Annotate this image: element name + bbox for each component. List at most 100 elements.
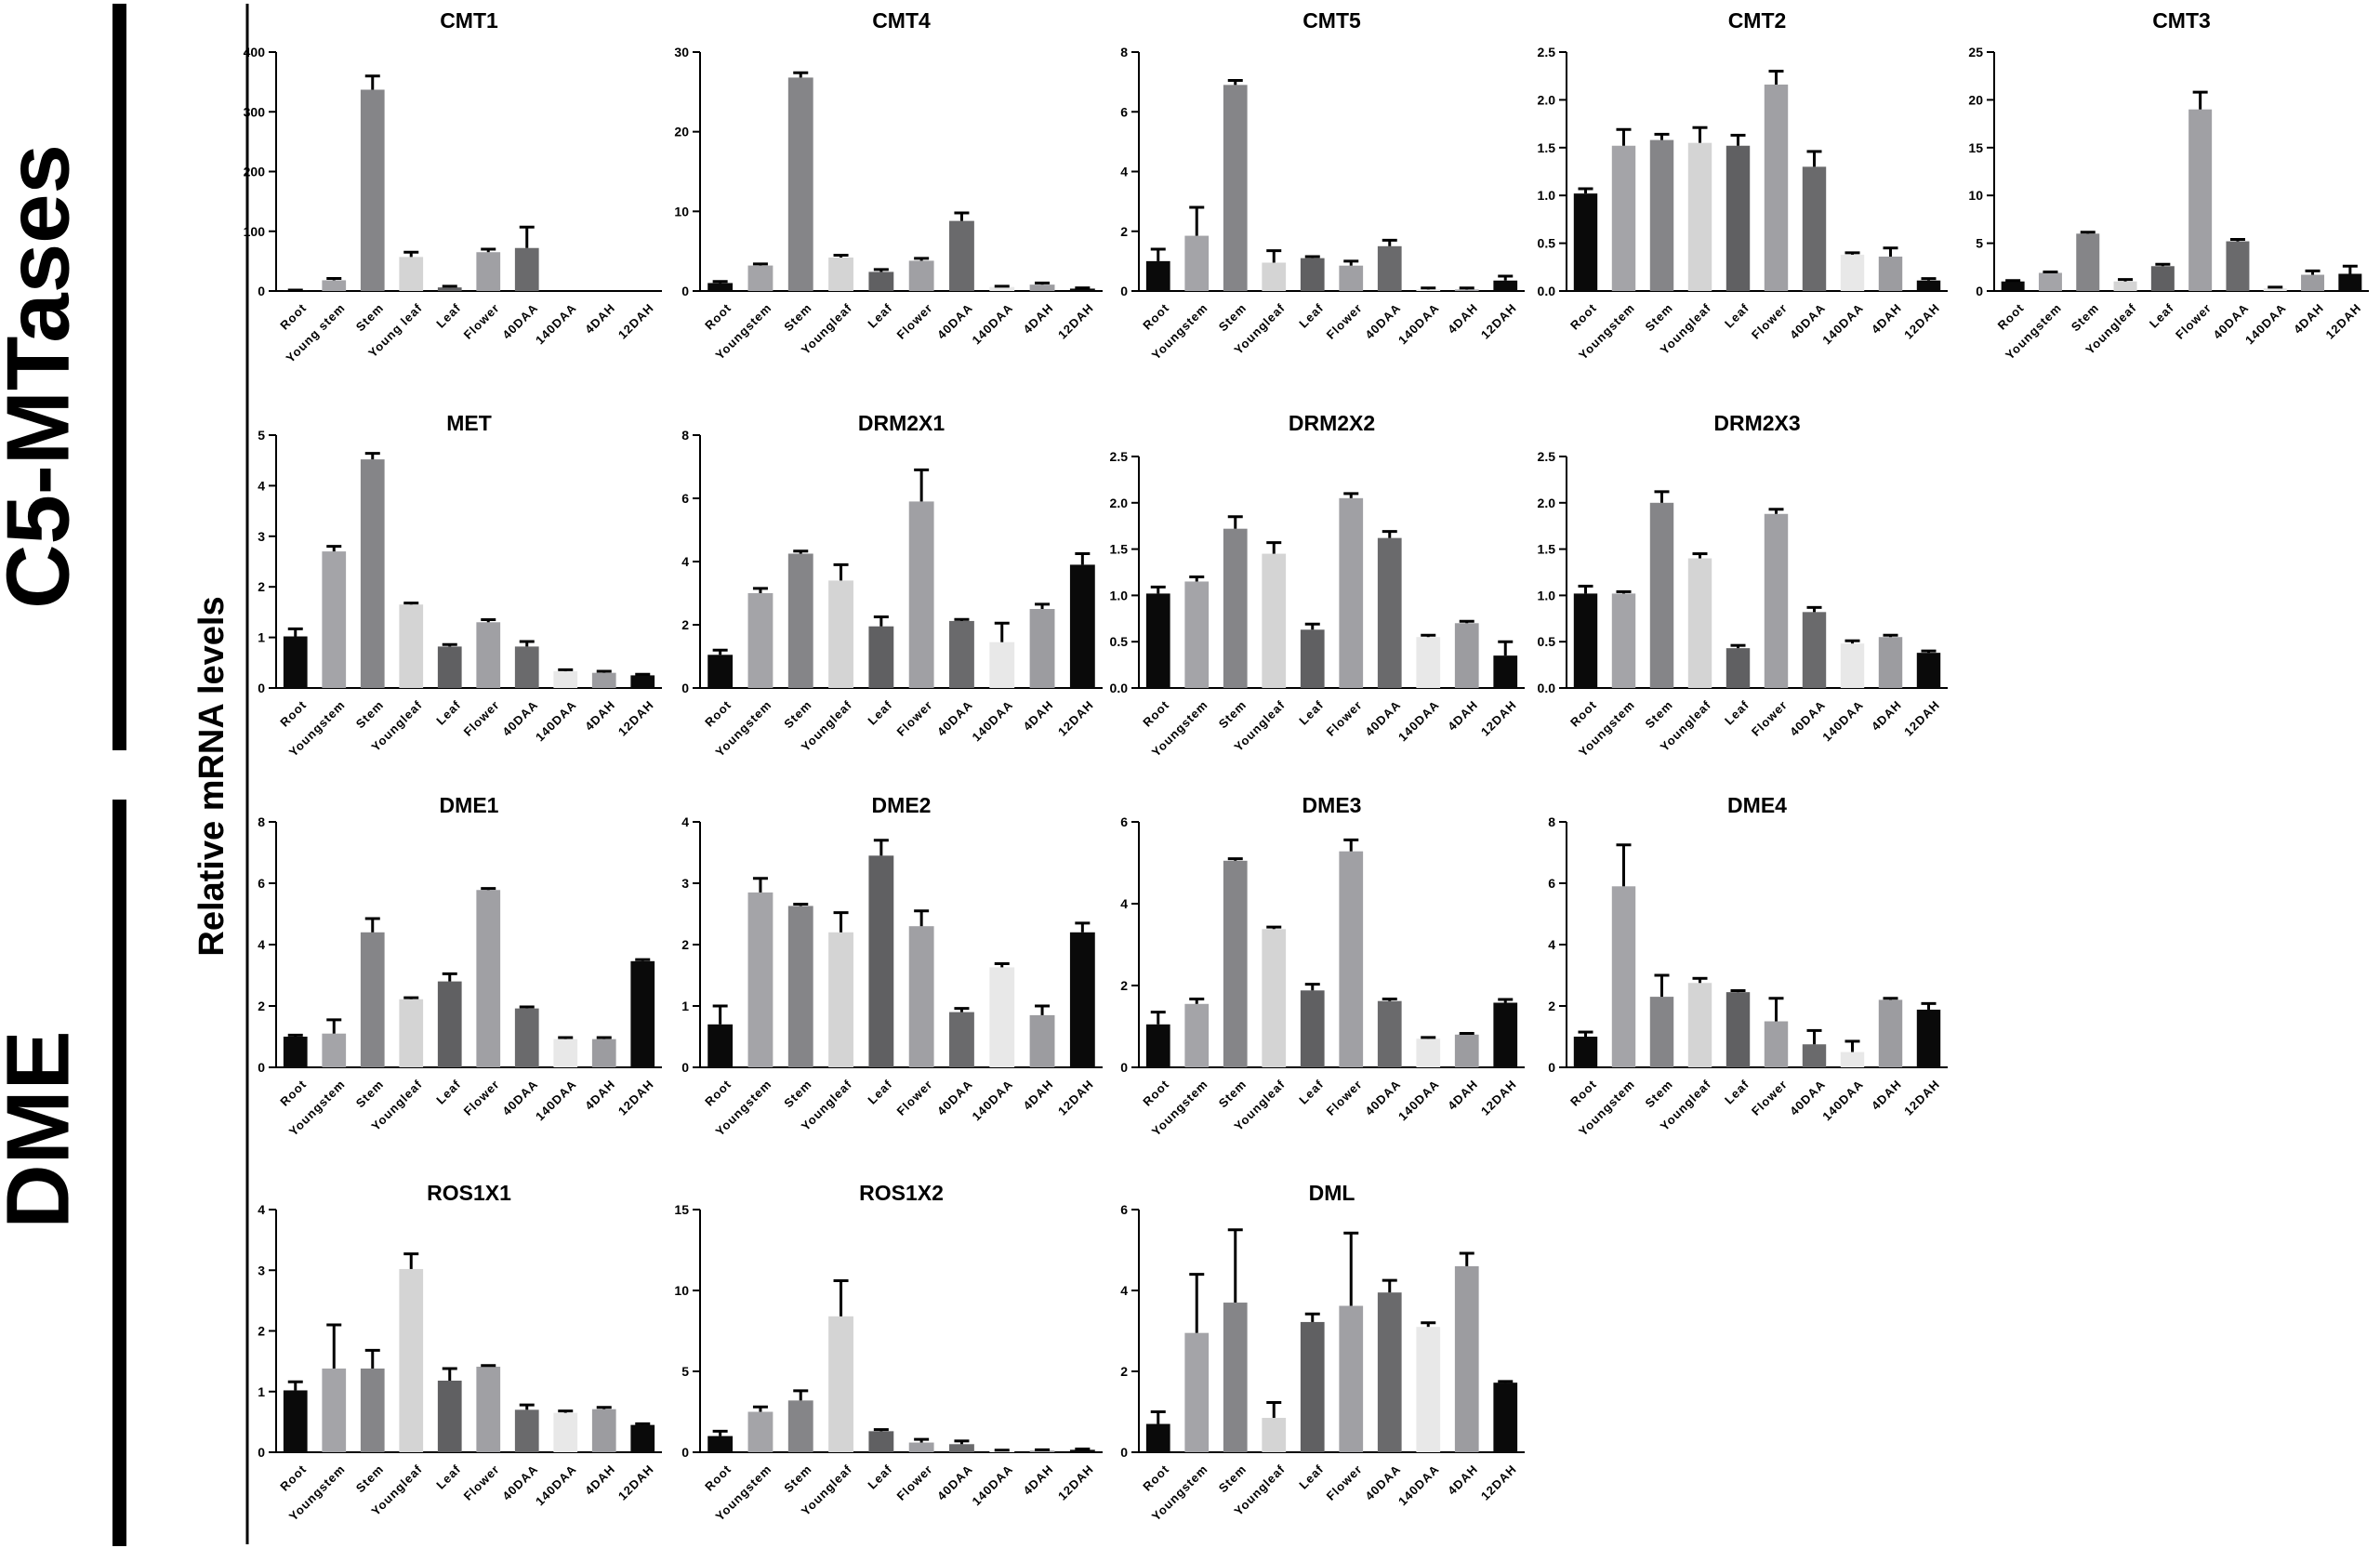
bar-40daa (949, 620, 974, 688)
x-tick-label: 4DAH (1869, 1077, 1904, 1112)
x-tick-label: 40DAA (934, 697, 975, 738)
bar-stem (787, 1400, 813, 1452)
bar-140daa (1840, 254, 1865, 291)
bar-leaf (1726, 992, 1751, 1067)
bar-12dah (1069, 564, 1095, 688)
bar-youngstem (1184, 235, 1210, 291)
x-tick-label: 4DAH (1869, 300, 1904, 336)
x-tick-label: Flower (1324, 1077, 1365, 1118)
chart-title: CMT1 (440, 8, 498, 33)
x-tick-label: Stem (781, 697, 814, 731)
y-tick-label: 400 (244, 45, 266, 60)
x-tick-label: Stem (781, 1462, 814, 1495)
bar-youngstem (1611, 145, 1636, 291)
y-tick-label: 4 (681, 814, 689, 829)
y-tick-label: 4 (258, 937, 265, 952)
bar-40daa (949, 220, 974, 291)
x-tick-label: Root (1995, 300, 2027, 332)
bar-root (1145, 593, 1170, 688)
x-tick-label: 140DAA (1395, 300, 1442, 347)
y-tick-label: 4 (258, 478, 265, 493)
x-tick-label: Stem (781, 300, 814, 334)
x-tick-label: 40DAA (934, 300, 975, 341)
x-tick-label: Flower (461, 300, 502, 341)
x-tick-label: 40DAA (934, 1462, 975, 1502)
chart-title: DME2 (872, 793, 932, 817)
bar-4dah (1454, 623, 1479, 688)
x-tick-label: Stem (1216, 697, 1250, 731)
y-tick-label: 15 (674, 1202, 689, 1217)
y-tick-label: 2 (1548, 999, 1555, 1013)
bar-4dah (1878, 637, 1903, 688)
bar-young-leaf (399, 257, 424, 291)
bar-4dah (1878, 999, 1903, 1067)
y-tick-label: 2 (258, 1324, 265, 1339)
y-tick-label: 4 (1120, 1283, 1128, 1298)
bar-12dah (1493, 1002, 1518, 1067)
bar-youngleaf (1262, 553, 1287, 688)
x-tick-label: Root (1567, 1077, 1599, 1108)
x-tick-label: Leaf (433, 697, 463, 727)
bar-stem (1223, 85, 1248, 292)
y-tick-label: 8 (1120, 45, 1128, 60)
c5-mtases-group-label: C5-MTases (0, 144, 88, 609)
bar-4dah (1454, 289, 1479, 291)
x-tick-label: 12DAH (615, 697, 656, 738)
y-tick-label: 2 (681, 617, 689, 632)
x-tick-label: 4DAH (2291, 300, 2326, 336)
bar-4dah (591, 1039, 616, 1067)
bar-stem (360, 1368, 385, 1452)
x-tick-label: Leaf (1296, 1462, 1326, 1491)
x-tick-label: 4DAH (1445, 1462, 1480, 1497)
bar-12dah (630, 1424, 655, 1452)
x-tick-label: Stem (1642, 697, 1675, 731)
bar-youngstem (1611, 886, 1636, 1067)
x-tick-label: 140DAA (970, 1077, 1016, 1123)
y-tick-label: 100 (244, 224, 266, 239)
bar-140daa (2263, 287, 2287, 291)
x-tick-label: 12DAH (615, 1462, 656, 1502)
y-tick-label: 2 (1120, 978, 1128, 993)
bar-stem (1649, 502, 1674, 688)
x-tick-label: Leaf (1722, 697, 1752, 727)
y-tick-label: 0.0 (1538, 284, 1556, 298)
y-tick-label: 2.5 (1110, 449, 1129, 464)
x-tick-label: 12DAH (1901, 1077, 1942, 1118)
bar-youngstem (747, 892, 774, 1067)
y-tick-label: 2.5 (1538, 45, 1556, 60)
bar-flower (1339, 851, 1364, 1067)
x-tick-label: Stem (1642, 300, 1675, 334)
bar-stem (1649, 997, 1674, 1067)
c5-mtases-group-bar (112, 4, 126, 750)
bar-4dah (1029, 1450, 1055, 1452)
x-tick-label: Stem (1216, 1462, 1250, 1495)
bar-flower (1339, 1305, 1364, 1452)
x-tick-label: Flower (1749, 697, 1790, 738)
y-tick-label: 4 (1120, 165, 1128, 179)
y-tick-label: 8 (1548, 814, 1555, 829)
bar-140daa (553, 1412, 578, 1452)
bar-leaf (437, 646, 462, 688)
bar-stem (787, 553, 813, 688)
bar-4dah (1029, 609, 1055, 688)
y-tick-label: 2 (681, 937, 689, 952)
x-tick-label: Root (702, 1077, 734, 1108)
bar-40daa (1802, 612, 1827, 688)
x-tick-label: Root (1567, 300, 1599, 332)
bar-stem (787, 906, 813, 1067)
y-tick-label: 6 (258, 876, 265, 891)
x-tick-label: 4DAH (582, 697, 617, 733)
x-tick-label: Flower (1324, 697, 1365, 738)
y-tick-label: 1 (681, 999, 689, 1013)
x-tick-label: Stem (1216, 1077, 1250, 1110)
bar-flower (476, 1366, 501, 1452)
bar-12dah (1916, 653, 1941, 688)
bar-leaf (1300, 258, 1325, 291)
x-tick-label: Stem (353, 697, 387, 731)
bar-youngstem (747, 265, 774, 291)
